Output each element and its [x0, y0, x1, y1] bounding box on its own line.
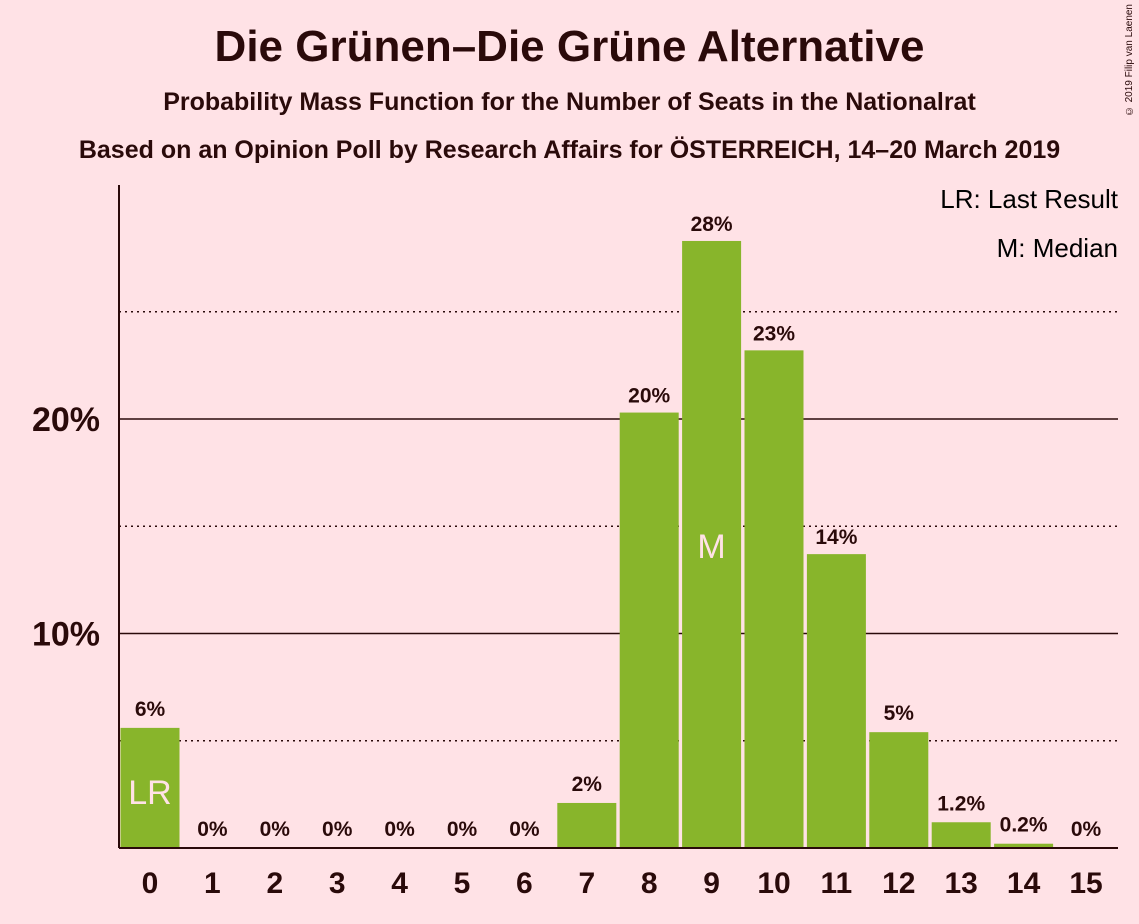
last-result-marker: LR — [128, 774, 171, 812]
value-label-13: 1.2% — [937, 792, 985, 815]
bar-14 — [994, 843, 1054, 848]
value-label-12: 5% — [884, 702, 915, 725]
bar-12 — [869, 732, 929, 848]
bar-8 — [619, 412, 679, 848]
value-label-0: 6% — [135, 698, 166, 721]
median-marker: M — [697, 528, 725, 566]
value-label-1: 0% — [197, 818, 228, 841]
x-tick-label-14: 14 — [1007, 867, 1041, 900]
value-label-5: 0% — [447, 818, 478, 841]
bar-9 — [682, 240, 742, 849]
value-labels: 6% 0% 0% 0% 0% 0% 0% 2% 20% 28% 23% 14% 5% 1.2% 0.2% 0%… — [128, 210, 1102, 841]
value-label-15: 0% — [1071, 818, 1102, 841]
chart-title: Die Grünen–Die Grüne Alternative — [214, 22, 925, 71]
x-tick-label-13: 13 — [945, 867, 978, 900]
bar-11 — [806, 554, 866, 848]
chart-source-line: Based on an Opinion Poll by Research Aff… — [78, 136, 1061, 164]
legend-last-result: LR: Last Result — [940, 184, 1119, 214]
value-label-2: 0% — [260, 818, 291, 841]
bar-0 — [120, 727, 180, 848]
x-tick-label-9: 9 — [703, 867, 720, 900]
bar-13 — [931, 822, 991, 848]
value-label-6: 0% — [509, 818, 540, 841]
axes: 10%20%0 1 2 3 4 5 6 7 8 9 10 11 12 13 14 15 — [32, 185, 1118, 900]
chart-subtitle: Probability Mass Function for the Number… — [163, 88, 976, 116]
x-tick-label-5: 5 — [454, 867, 471, 900]
value-label-7: 2% — [572, 773, 603, 796]
x-tick-label-0: 0 — [142, 867, 159, 900]
bars — [120, 240, 1054, 849]
bar-7 — [557, 802, 617, 848]
x-tick-label-7: 7 — [578, 867, 595, 900]
bar-10 — [744, 350, 804, 848]
x-tick-label-10: 10 — [757, 867, 790, 900]
x-tick-label-6: 6 — [516, 867, 533, 900]
value-label-10: 23% — [753, 322, 795, 345]
x-tick-label-12: 12 — [882, 867, 915, 900]
x-tick-label-11: 11 — [821, 867, 853, 900]
x-tick-label-8: 8 — [641, 867, 658, 900]
y-tick-label: 10% — [32, 616, 100, 654]
x-tick-label-15: 15 — [1069, 867, 1102, 900]
value-label-4: 0% — [384, 818, 415, 841]
value-label-9: 28% — [691, 213, 733, 236]
x-tick-label-4: 4 — [391, 867, 408, 900]
value-label-8: 20% — [628, 385, 670, 408]
value-label-11: 14% — [815, 526, 857, 549]
x-tick-label-1: 1 — [204, 867, 221, 900]
value-label-14: 0.2% — [1000, 814, 1048, 837]
legend-median: M: Median — [997, 233, 1118, 263]
x-tick-label-2: 2 — [266, 867, 283, 900]
y-tick-label: 20% — [32, 401, 100, 439]
value-label-3: 0% — [322, 818, 353, 841]
x-tick-label-3: 3 — [329, 867, 346, 900]
gridlines — [119, 311, 1118, 742]
